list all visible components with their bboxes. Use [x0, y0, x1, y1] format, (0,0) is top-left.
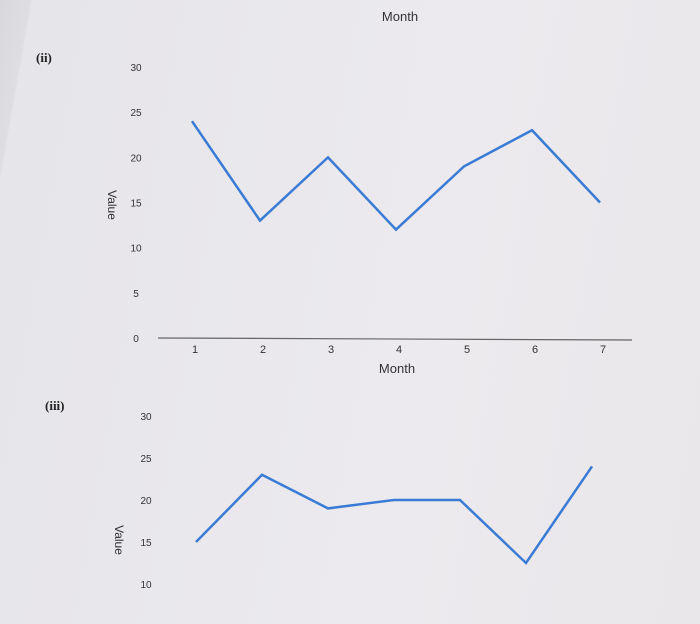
y-tick-label: 25 — [130, 108, 142, 119]
x-tick-label: 6 — [532, 344, 538, 356]
y-tick-label: 10 — [130, 244, 142, 255]
chart-ii: 0 5 10 15 20 25 30 Value 1 2 3 4 5 6 7 Month — [105, 63, 633, 376]
y-tick-label: 15 — [140, 538, 152, 549]
y-tick-label: 10 — [140, 580, 152, 591]
y-axis-label: Value — [105, 190, 119, 220]
x-axis-line — [157, 337, 633, 341]
x-tick-label: 4 — [396, 344, 402, 356]
chart-ii-label: (ii) — [36, 50, 52, 65]
data-line — [195, 465, 594, 565]
x-tick-label: 5 — [464, 344, 470, 356]
y-tick-label: 25 — [140, 454, 152, 465]
top-month-label: Month — [382, 9, 418, 24]
x-tick-label: 2 — [260, 344, 266, 356]
x-axis-label: Month — [379, 361, 415, 376]
y-tick-label: 20 — [130, 153, 142, 164]
y-tick-label: 20 — [140, 496, 152, 507]
y-tick-label: 30 — [130, 63, 142, 74]
x-tick-label: 3 — [328, 344, 334, 356]
y-tick-label: 30 — [140, 412, 152, 423]
data-line — [190, 120, 601, 232]
y-tick-label: 15 — [130, 199, 142, 210]
y-axis-label: Value — [112, 525, 126, 555]
chart-iii-label: (iii) — [45, 398, 65, 413]
y-tick-label: 0 — [133, 334, 139, 345]
x-tick-label: 7 — [600, 344, 606, 356]
y-tick-label: 5 — [133, 289, 139, 300]
chart-iii: 10 15 20 25 30 Value — [112, 412, 594, 591]
x-tick-label: 1 — [192, 344, 198, 356]
